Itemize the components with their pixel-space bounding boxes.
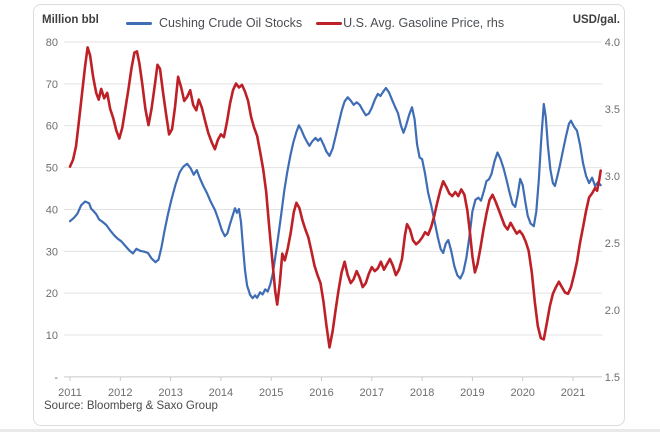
source-note: Source: Bloomberg & Saxo Group <box>44 400 218 412</box>
right-axis-tick-label: 1.5 <box>605 372 620 384</box>
year-label: 2017 <box>360 387 384 399</box>
legend: Cushing Crude Oil Stocks U.S. Avg. Gasol… <box>126 15 518 31</box>
year-label: 2013 <box>158 387 182 399</box>
left-axis-tick-label: - <box>54 372 58 384</box>
legend-label-gasoline: U.S. Avg. Gasoline Price, rhs <box>343 16 505 30</box>
right-axis-tick-label: 2.0 <box>605 305 620 317</box>
left-axis-tick-label: 60 <box>46 121 58 133</box>
bottom-strip <box>0 429 660 432</box>
right-axis-tick-label: 3.0 <box>605 171 620 183</box>
year-label: 2011 <box>58 387 82 399</box>
left-axis-tick-labels: 80 70 60 50 40 30 20 10 - <box>46 37 59 384</box>
gridlines <box>64 41 602 378</box>
right-axis-title: USD/gal. <box>572 14 620 26</box>
left-axis-title: Million bbl <box>42 14 99 26</box>
gasoline-price-line <box>68 46 603 349</box>
left-axis-tick-label: 70 <box>46 79 58 91</box>
year-label: 2012 <box>108 387 132 399</box>
left-axis-tick-label: 10 <box>46 330 58 342</box>
legend-line-icon-cushing <box>126 21 152 25</box>
year-label: 2021 <box>561 387 585 399</box>
year-label: 2016 <box>309 387 333 399</box>
legend-line-icon-gasoline <box>316 21 343 25</box>
left-axis-tick-label: 80 <box>46 37 58 49</box>
x-axis <box>69 376 574 381</box>
right-axis-tick-label: 3.5 <box>605 104 620 116</box>
year-label: 2018 <box>410 387 434 399</box>
right-axis-tick-label: 2.5 <box>605 238 620 250</box>
cushing-stocks-line <box>68 86 602 300</box>
left-axis-tick-label: 50 <box>46 163 58 175</box>
year-label: 2015 <box>259 387 283 399</box>
left-axis-tick-label: 30 <box>46 246 58 258</box>
right-axis-tick-labels: 4.0 3.5 3.0 2.5 2.0 1.5 <box>605 37 620 384</box>
left-axis-tick-label: 40 <box>46 204 58 216</box>
year-label: 2020 <box>510 387 534 399</box>
left-axis-tick-label: 20 <box>46 288 58 300</box>
year-label: 2014 <box>209 387 233 399</box>
x-axis-year-labels: 2011 2012 2013 2014 2015 2016 2017 2018 2019 2020… <box>58 387 585 399</box>
legend-label-cushing: Cushing Crude Oil Stocks <box>159 16 303 30</box>
year-label: 2019 <box>460 387 484 399</box>
right-axis-tick-label: 4.0 <box>605 37 620 49</box>
